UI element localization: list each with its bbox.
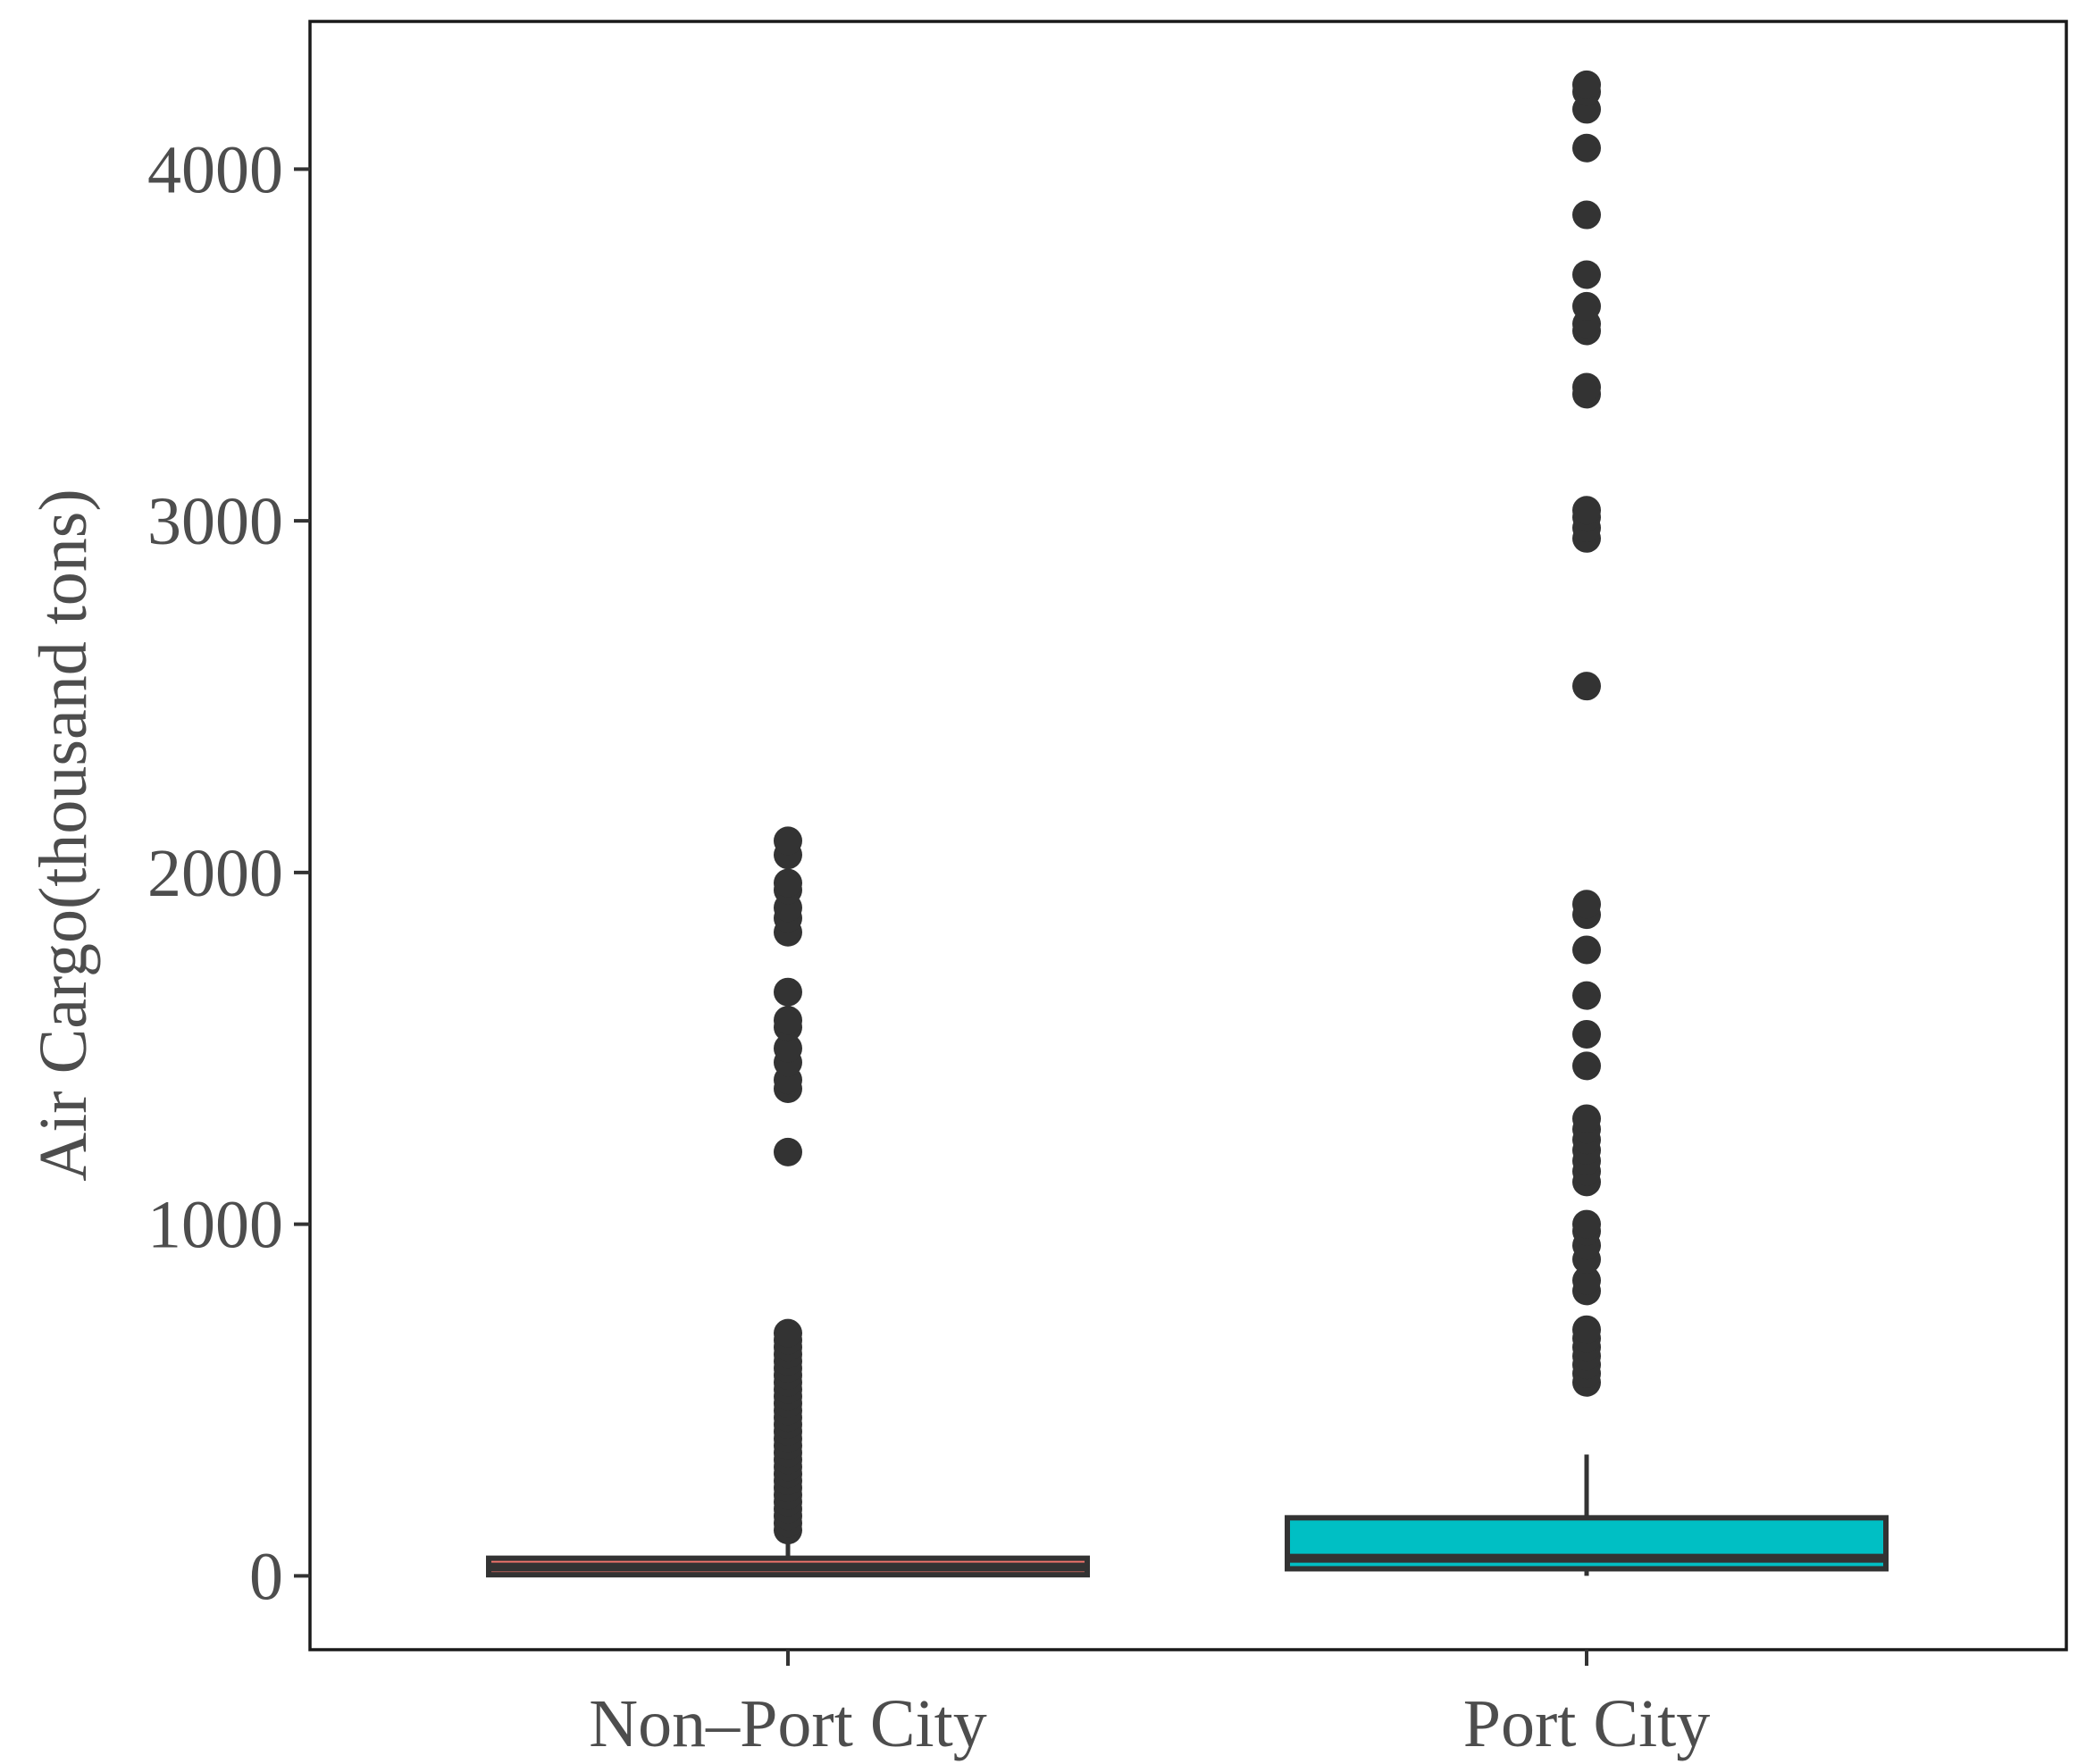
outlier-point xyxy=(1572,496,1601,525)
outlier-point xyxy=(774,826,802,856)
outlier-point xyxy=(774,868,802,898)
outlier-point xyxy=(1572,1209,1601,1239)
outlier-point xyxy=(1572,890,1601,919)
y-axis-title: Air Cargo(thousand tons) xyxy=(26,489,101,1181)
outlier-point xyxy=(1572,935,1601,965)
outlier-point xyxy=(1572,1051,1601,1081)
outlier-point xyxy=(1572,133,1601,163)
plot-panel-border xyxy=(308,20,2068,1651)
y-tick-label: 4000 xyxy=(147,132,283,207)
outlier-point xyxy=(1572,260,1601,289)
outlier-point xyxy=(1572,372,1601,402)
x-tick-label: Port City xyxy=(1463,1686,1711,1761)
outlier-point xyxy=(1572,70,1601,99)
x-tick-label: Non–Port City xyxy=(589,1686,987,1761)
outlier-point xyxy=(1572,1019,1601,1049)
outlier-point xyxy=(1572,291,1601,321)
outlier-point xyxy=(1572,1104,1601,1133)
x-axis: Non–Port City Port City xyxy=(589,1650,1710,1761)
outlier-point xyxy=(774,977,802,1007)
outlier-point xyxy=(774,1137,802,1166)
outlier-point xyxy=(774,1318,802,1348)
y-tick-label: 2000 xyxy=(147,836,283,911)
y-axis: 0 1000 2000 3000 4000 xyxy=(147,132,310,1614)
y-tick-label: 3000 xyxy=(147,484,283,559)
outliers-layer xyxy=(774,70,1601,1545)
outlier-point xyxy=(774,1033,802,1063)
outlier-point xyxy=(1572,200,1601,230)
outlier-point xyxy=(1572,981,1601,1010)
y-tick-label: 0 xyxy=(249,1539,283,1614)
outlier-point xyxy=(1572,672,1601,701)
boxes-layer xyxy=(486,1454,1889,1578)
outlier-point xyxy=(1572,1266,1601,1295)
outlier-point xyxy=(774,1006,802,1035)
y-tick-label: 1000 xyxy=(147,1188,283,1263)
outlier-point xyxy=(1572,1315,1601,1344)
